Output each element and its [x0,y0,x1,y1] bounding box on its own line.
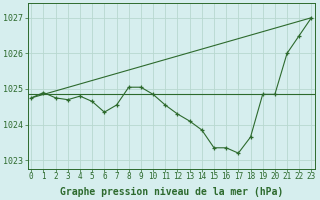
X-axis label: Graphe pression niveau de la mer (hPa): Graphe pression niveau de la mer (hPa) [60,186,283,197]
